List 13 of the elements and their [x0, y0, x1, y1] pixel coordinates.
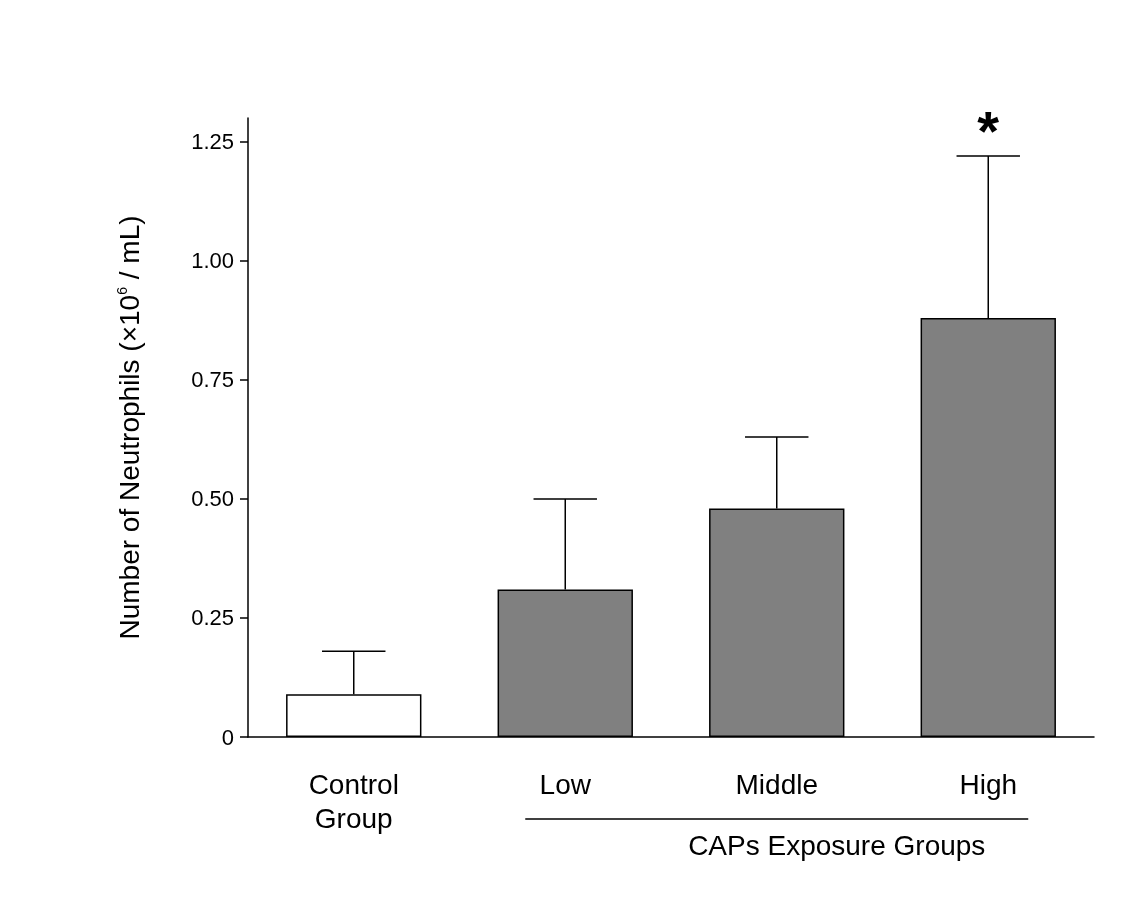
y-tick-label: 1.00: [191, 248, 234, 274]
y-tick-label: 0.25: [191, 605, 234, 631]
x-tick-label: Control Group: [308, 768, 399, 834]
x-tick-label: High: [959, 768, 1018, 800]
y-axis-title: Number of Neutrophils (×106 / mL): [113, 215, 145, 640]
y-tick-label: 0.50: [191, 486, 234, 512]
x-tick-label: Middle: [735, 768, 818, 800]
annotation: *: [977, 98, 1000, 162]
text: CAPs Exposure Groups: [688, 829, 986, 861]
y-tick-label: 1.25: [191, 129, 234, 155]
x-tick-label: Low: [539, 768, 592, 800]
y-tick-label: 0: [221, 724, 234, 750]
y-tick-label: 0.75: [191, 367, 234, 393]
